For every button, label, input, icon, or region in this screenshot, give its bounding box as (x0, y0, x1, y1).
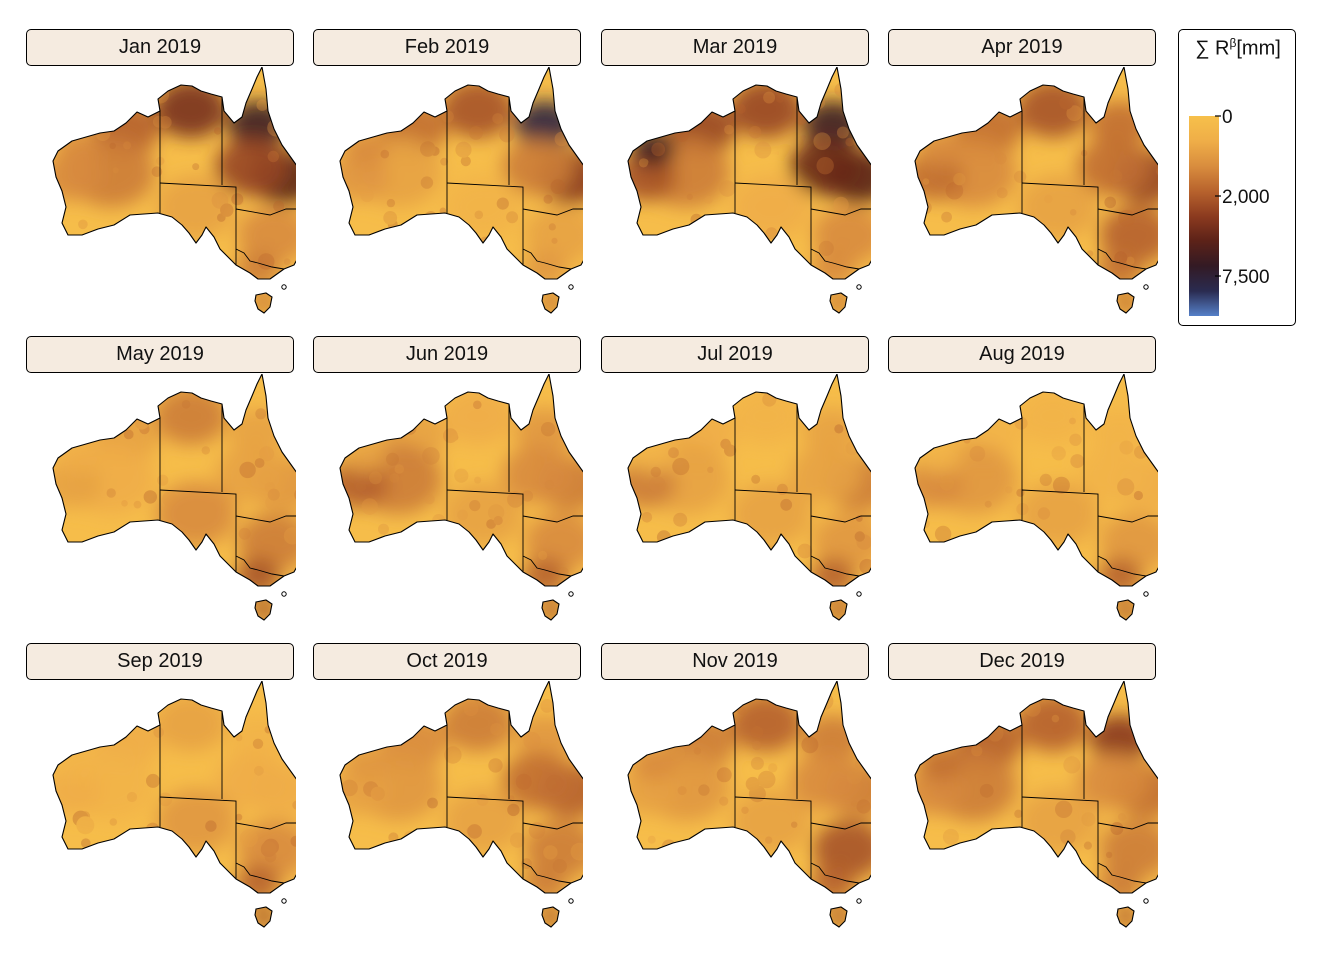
panel-strip: Jan 2019 (26, 29, 294, 66)
panel-label: Sep 2019 (117, 650, 203, 672)
legend-tick-label: 7,500 (1222, 267, 1270, 288)
australia-map (339, 681, 583, 928)
legend-tick-label: 0 (1222, 107, 1233, 128)
panel-strip: Jul 2019 (601, 336, 869, 373)
map-panel-grid: Jan 2019 Feb 2019 Mar 2019 Apr 2019 May 2019… (26, 29, 1158, 928)
panel-strip: Nov 2019 (601, 643, 869, 680)
panel-strip: Aug 2019 (888, 336, 1156, 373)
panel-label: Jul 2019 (697, 343, 773, 365)
panel-strip: Apr 2019 (888, 29, 1156, 66)
legend-gradient (1189, 116, 1219, 316)
australia-map (914, 374, 1158, 621)
legend-base: R (1215, 37, 1230, 60)
australia-map (914, 681, 1158, 928)
australia-map (339, 374, 583, 621)
panel-label: Jun 2019 (405, 343, 489, 365)
panel-label: Jan 2019 (118, 36, 202, 58)
legend-title: ∑ Rβ[mm] (1179, 36, 1297, 61)
legend-colorbar: 0 2,000 7,500 (1189, 107, 1270, 316)
australia-map (52, 67, 296, 314)
panel-label: Nov 2019 (692, 650, 778, 672)
panel-strip: Mar 2019 (601, 29, 869, 66)
panel-label: Feb 2019 (404, 36, 490, 58)
panel-strip: Jun 2019 (313, 336, 581, 373)
panel-label: Mar 2019 (692, 36, 778, 58)
legend-tick-label: 2,000 (1222, 187, 1270, 208)
legend: ∑ Rβ[mm] 0 2,000 7,500 (1178, 29, 1296, 326)
panel-strip: Sep 2019 (26, 643, 294, 680)
legend-unit: [mm] (1236, 37, 1281, 60)
panel-strip: Oct 2019 (313, 643, 581, 680)
panel-strip: Feb 2019 (313, 29, 581, 66)
panel-label: May 2019 (116, 343, 204, 365)
panel-label: Dec 2019 (979, 650, 1065, 672)
panel-label: Apr 2019 (981, 36, 1063, 58)
panel-strip: May 2019 (26, 336, 294, 373)
australia-map (627, 374, 871, 621)
panel-label: Aug 2019 (979, 343, 1065, 365)
australia-map (627, 681, 871, 928)
australia-map (52, 374, 296, 621)
australia-map (914, 67, 1158, 314)
legend-superscript: β (1229, 36, 1237, 50)
australia-map (52, 681, 296, 928)
australia-map (339, 67, 583, 314)
legend-sum-symbol: ∑ (1195, 37, 1210, 60)
panel-label: Oct 2019 (406, 650, 488, 672)
panel-strip: Dec 2019 (888, 643, 1156, 680)
australia-map (627, 67, 871, 314)
